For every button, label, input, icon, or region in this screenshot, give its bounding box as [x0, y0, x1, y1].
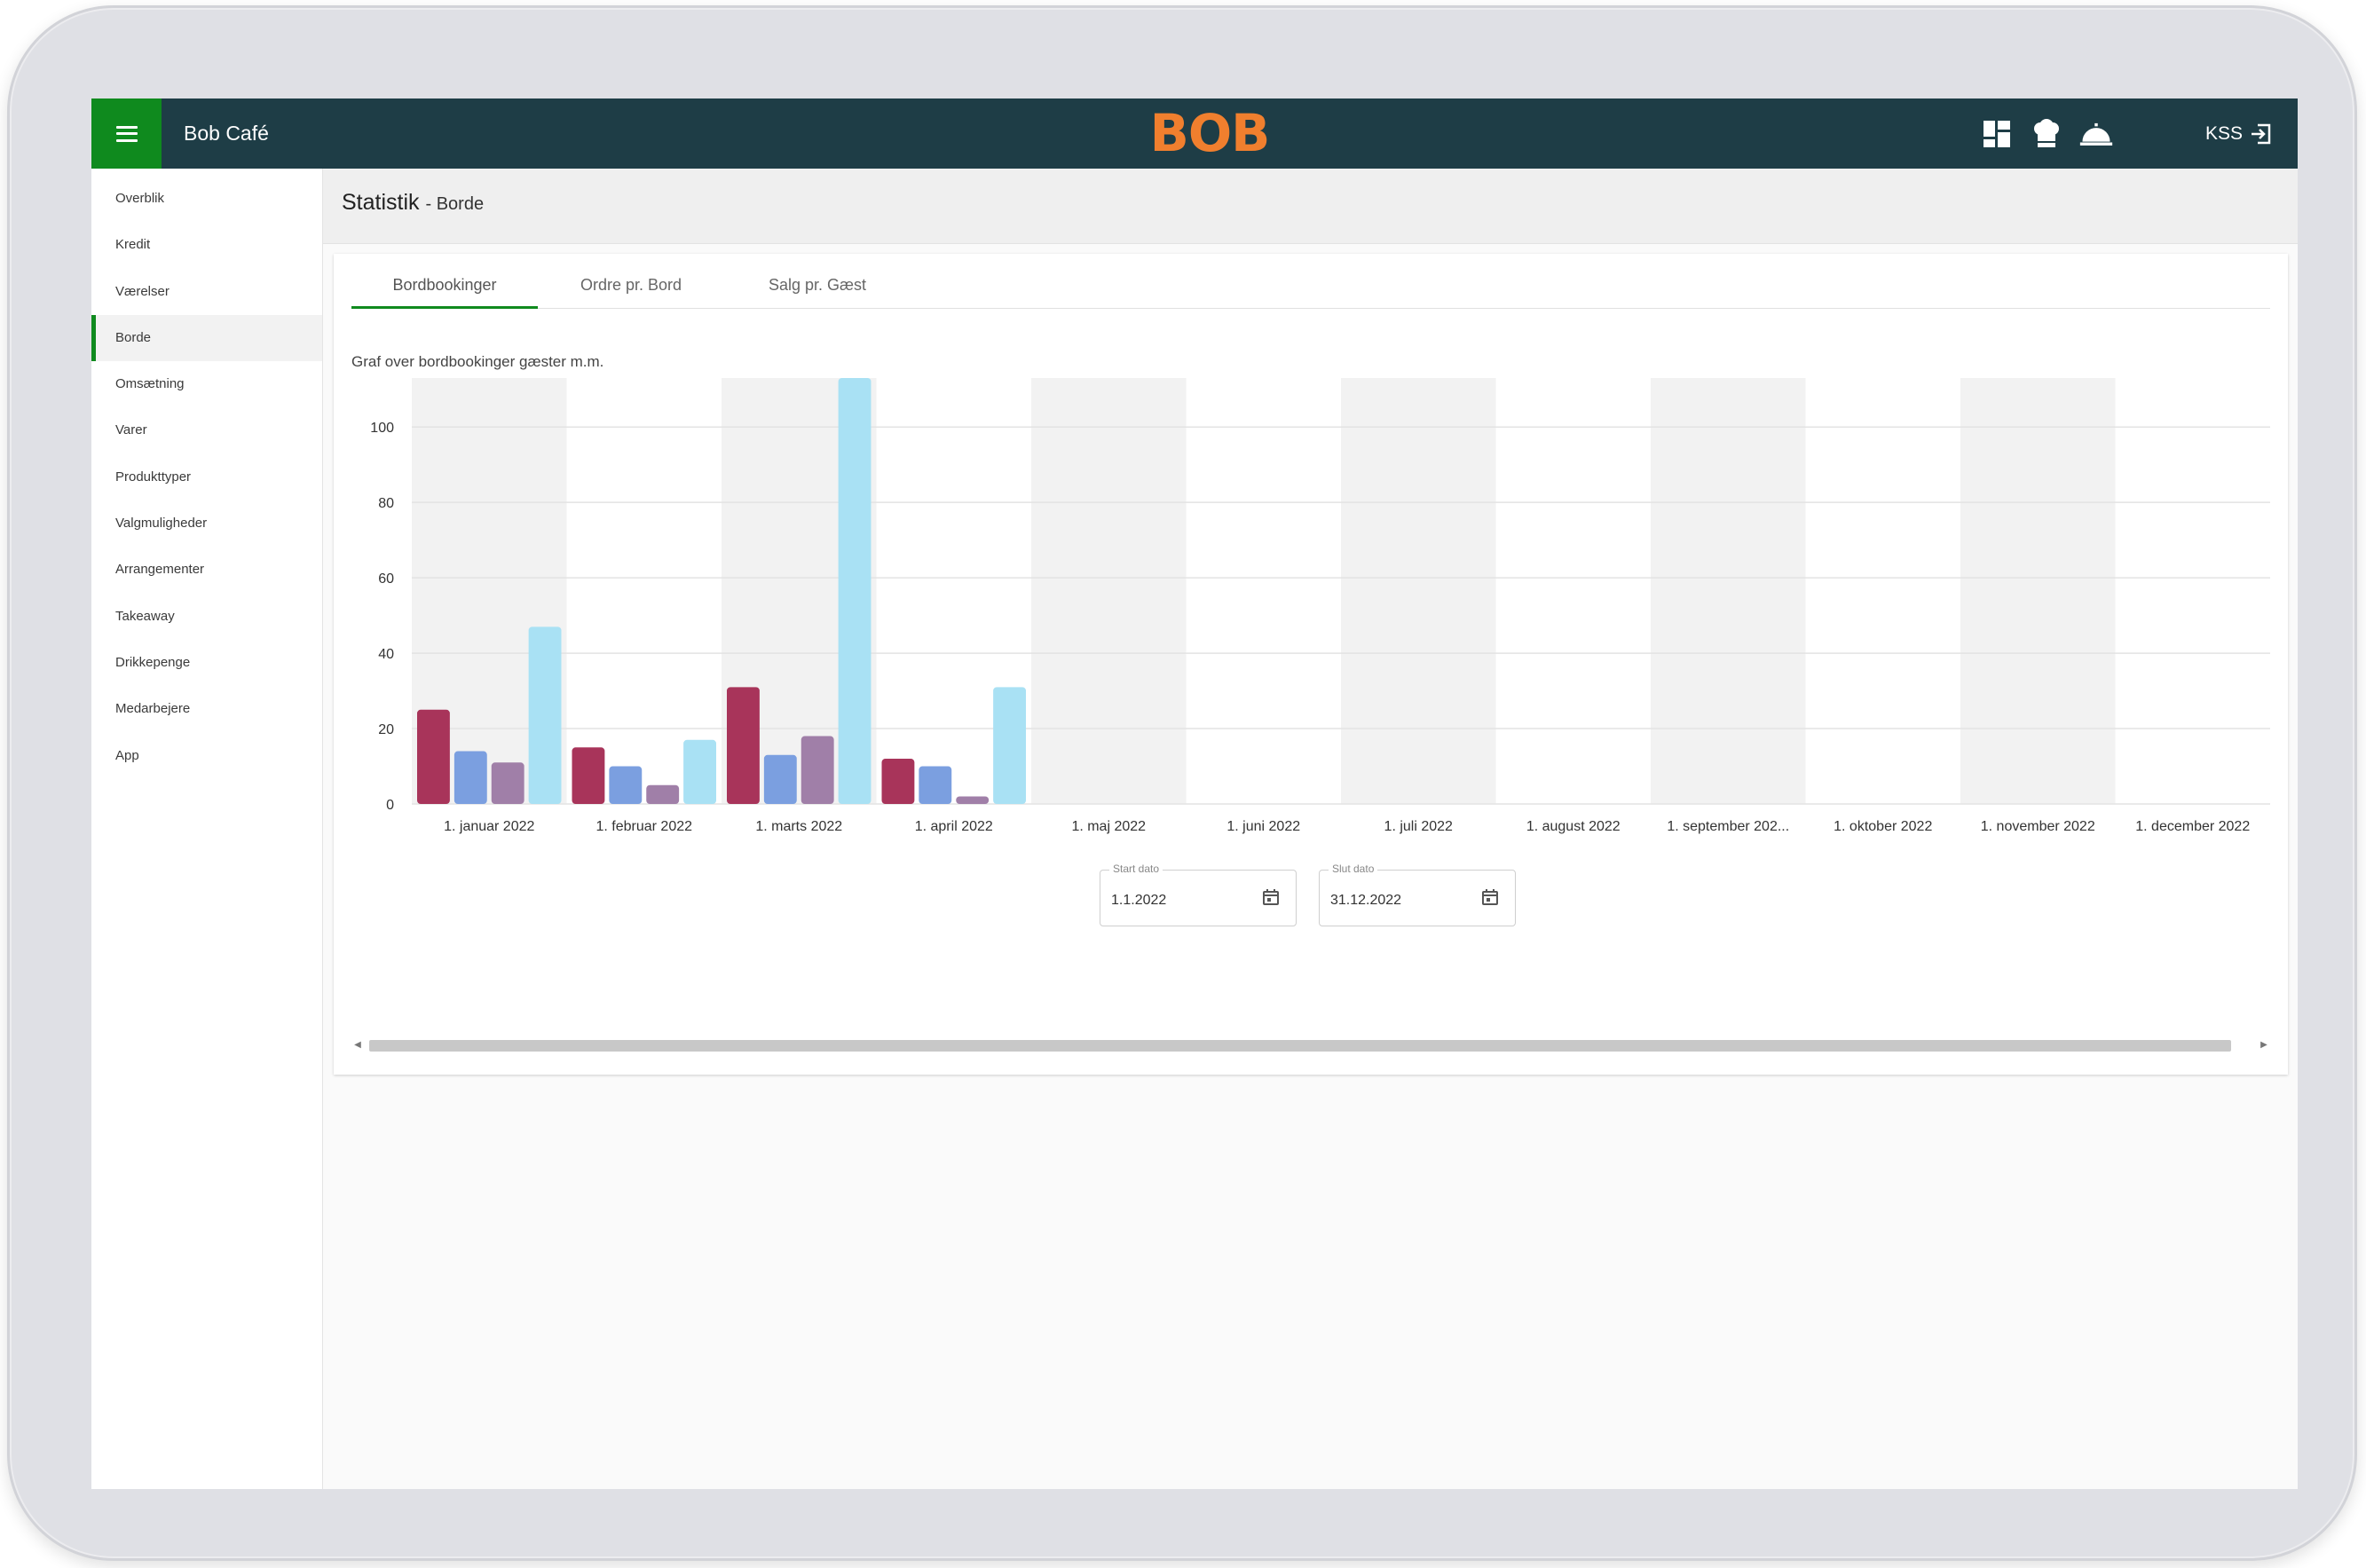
sidebar-item-medarbejere[interactable]: Medarbejere	[115, 701, 191, 717]
sidebar-item-omsaetning[interactable]: Omsætning	[115, 376, 185, 392]
start-date-value: 1.1.2022	[1111, 893, 1167, 908]
tab-salg-pr-gaest[interactable]: Salg pr. Gæst	[768, 276, 867, 294]
x-tick-label: 1. februar 2022	[595, 819, 692, 834]
chart-bar[interactable]	[763, 754, 797, 804]
statistics-card: Bordbookinger Ordre pr. Bord Salg pr. Gæ…	[334, 254, 2288, 1075]
sidebar-item-produkttyper[interactable]: Produkttyper	[115, 469, 192, 485]
chart-band	[1960, 378, 2116, 804]
chart-band	[1341, 378, 1496, 804]
chart-bar[interactable]	[646, 784, 680, 804]
app-screen: Bob Café BOB	[91, 98, 2298, 1489]
chart-bar[interactable]	[417, 709, 450, 804]
start-date-label: Start dato	[1109, 863, 1163, 875]
x-tick-label: 1. oktober 2022	[1834, 819, 1932, 834]
chart-bar[interactable]	[683, 739, 716, 804]
bob-logo[interactable]: BOB	[1149, 103, 1271, 163]
chart-bar[interactable]	[609, 766, 643, 804]
chart-bar[interactable]	[881, 759, 915, 804]
y-tick-label: 100	[370, 421, 394, 436]
chart-bar[interactable]	[838, 378, 871, 804]
sidebar-item-vaerelser[interactable]: Værelser	[115, 283, 170, 299]
chart-band	[1651, 378, 1806, 804]
x-tick-label: 1. august 2022	[1526, 819, 1621, 834]
hamburger-icon	[115, 125, 138, 142]
user-initials: KSS	[2205, 122, 2244, 144]
chart-bar[interactable]	[727, 687, 760, 804]
chart-bar[interactable]	[956, 796, 990, 804]
sidebar-item-kredit[interactable]: Kredit	[115, 237, 151, 253]
y-tick-label: 80	[378, 496, 394, 511]
sidebar-item-valgmuligheder[interactable]: Valgmuligheder	[115, 516, 208, 532]
x-tick-label: 1. november 2022	[1981, 819, 2095, 834]
end-date-value: 31.12.2022	[1330, 893, 1402, 908]
page-title-main: Statistik	[342, 190, 420, 215]
page-title: Statistik - Borde	[342, 190, 484, 216]
service-bell-icon[interactable]	[2079, 118, 2113, 150]
sidebar-item-arrangementer[interactable]: Arrangementer	[115, 562, 205, 578]
sidebar-item-drikkepenge[interactable]: Drikkepenge	[115, 654, 191, 670]
chart-bar[interactable]	[491, 762, 524, 804]
menu-button[interactable]	[91, 98, 162, 169]
user-logout[interactable]: KSS	[2205, 98, 2273, 169]
end-date-label: Slut dato	[1329, 863, 1378, 875]
tab-bar: Bordbookinger Ordre pr. Bord Salg pr. Gæ…	[351, 276, 2270, 309]
x-tick-label: 1. maj 2022	[1071, 819, 1146, 834]
calendar-icon[interactable]	[1481, 888, 1499, 906]
chart-bar[interactable]	[572, 747, 605, 804]
top-bar: Bob Café BOB	[91, 98, 2298, 169]
content-header: Statistik - Borde	[323, 169, 2298, 244]
x-tick-label: 1. marts 2022	[755, 819, 842, 834]
horizontal-scrollbar[interactable]: ◀ ▶	[351, 1036, 2270, 1052]
y-tick-label: 0	[386, 798, 394, 813]
x-tick-label: 1. september 202...	[1667, 819, 1789, 834]
chart-bar[interactable]	[453, 751, 487, 804]
tab-ordre-pr-bord[interactable]: Ordre pr. Bord	[580, 276, 682, 294]
calendar-icon[interactable]	[1262, 888, 1280, 906]
app-title: Bob Café	[184, 122, 269, 145]
start-date-field[interactable]: Start dato 1.1.2022	[1100, 863, 1297, 926]
x-tick-label: 1. juni 2022	[1226, 819, 1300, 834]
sidebar-item-borde[interactable]: Borde	[91, 314, 322, 362]
scrollbar-thumb[interactable]	[369, 1040, 2231, 1052]
chart-bar[interactable]	[800, 736, 834, 804]
y-tick-label: 40	[378, 647, 394, 662]
scroll-left-arrow[interactable]: ◀	[354, 1040, 361, 1050]
chart-description: Graf over bordbookinger gæster m.m.	[351, 353, 604, 370]
end-date-field[interactable]: Slut dato 31.12.2022	[1319, 863, 1516, 926]
bookings-bar-chart: 0 20 40 60 80 100 1. januar 2022 1. februar 20…	[370, 378, 2270, 834]
tab-bordbookinger[interactable]: Bordbookinger	[351, 276, 538, 309]
x-tick-label: 1. juli 2022	[1384, 819, 1453, 834]
x-tick-label: 1. januar 2022	[444, 819, 534, 834]
sidebar: Overblik Kredit Værelser Borde Omsætning…	[91, 169, 323, 1489]
chart-band	[1031, 378, 1187, 804]
dashboard-icon[interactable]	[1980, 118, 2014, 150]
chef-hat-icon[interactable]	[2030, 118, 2063, 150]
page-subtitle: - Borde	[425, 194, 485, 214]
chart-bar[interactable]	[528, 626, 562, 804]
tablet-frame: Bob Café BOB	[7, 5, 2357, 1561]
x-tick-label: 1. april 2022	[915, 819, 993, 834]
chart-bar[interactable]	[919, 766, 952, 804]
sidebar-item-varer[interactable]: Varer	[115, 422, 147, 438]
chart-bar[interactable]	[993, 687, 1026, 804]
sidebar-item-app[interactable]: App	[115, 747, 139, 763]
y-tick-label: 20	[378, 722, 394, 737]
x-tick-label: 1. december 2022	[2135, 819, 2250, 834]
logout-icon	[2252, 123, 2271, 144]
y-tick-label: 60	[378, 571, 394, 587]
sidebar-item-overblik[interactable]: Overblik	[115, 191, 165, 206]
header-icons	[1980, 118, 2113, 150]
sidebar-item-takeaway[interactable]: Takeaway	[115, 608, 175, 624]
scroll-right-arrow[interactable]: ▶	[2260, 1040, 2267, 1050]
